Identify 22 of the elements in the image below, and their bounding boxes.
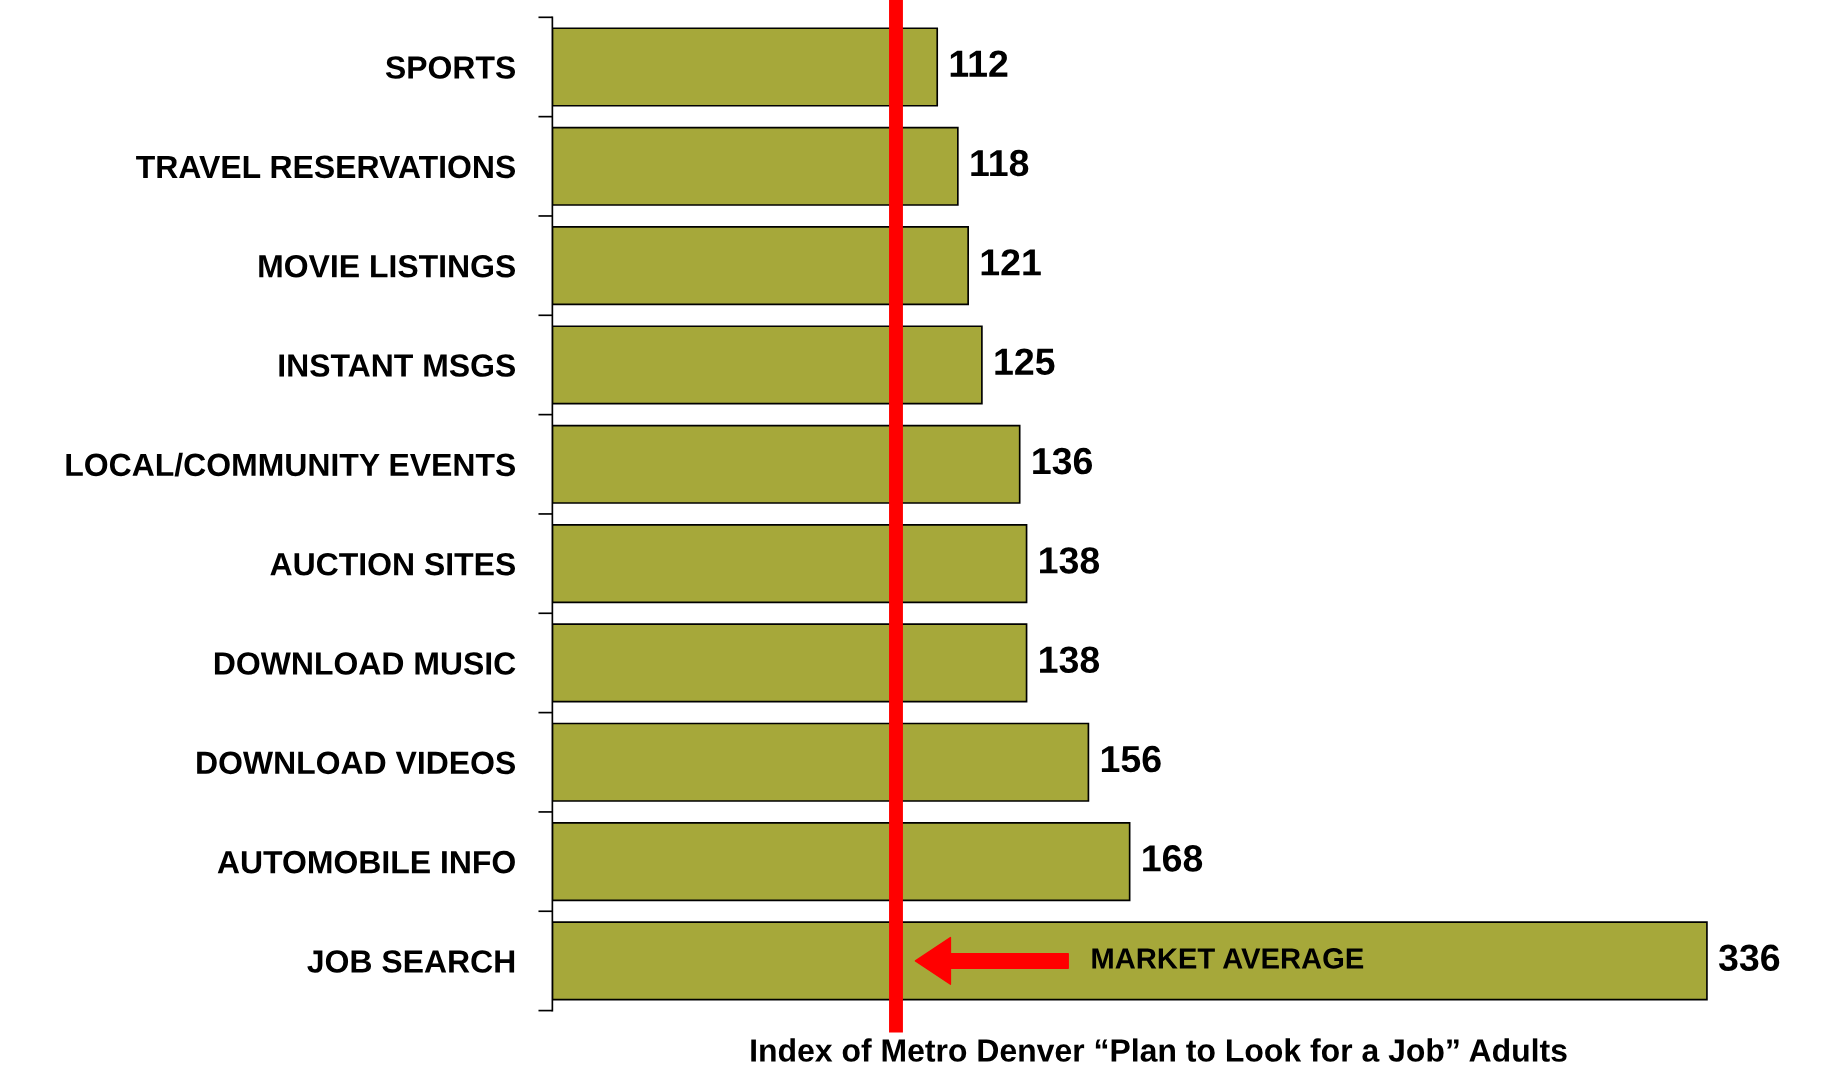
annotation: MARKET AVERAGE — [1092, 948, 1364, 969]
y-tick-label: TRAVEL RESERVATIONS — [136, 155, 516, 179]
data-label: 112 — [950, 50, 1008, 77]
y-tick-label: DOWNLOAD VIDEOS — [197, 751, 516, 775]
data-label: 118 — [971, 149, 1029, 177]
x-axis-title: Index of Metro Denver “Plan to Look for a Job” Adults — [751, 1038, 1567, 1062]
data-label: 168 — [1143, 845, 1203, 872]
y-tick-label: LOCAL/COMMUNITY EVENTS — [66, 452, 516, 477]
data-label: 121 — [981, 249, 1041, 276]
y-tick-label: DOWNLOAD MUSIC — [214, 652, 516, 675]
y-tick-label: INSTANT MSGS — [279, 354, 516, 377]
data-label: 138 — [1040, 646, 1100, 674]
y-tick-label: AUCTION SITES — [270, 552, 516, 576]
y-tick-label: SPORTS — [385, 56, 516, 79]
data-label: 156 — [1101, 745, 1161, 773]
y-tick-label: AUTOMOBILE INFO — [217, 850, 515, 874]
y-tick-label: MOVIE LISTINGS — [259, 254, 516, 278]
y-tick-label: JOB SEARCH — [307, 950, 515, 973]
data-label: 125 — [995, 348, 1055, 376]
data-label: 336 — [1718, 944, 1780, 972]
data-label: 136 — [1033, 447, 1093, 475]
data-label: 138 — [1040, 547, 1100, 574]
